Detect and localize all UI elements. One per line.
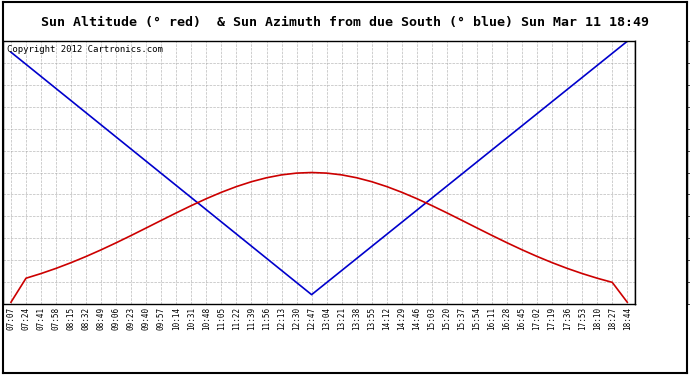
- Text: 09:23: 09:23: [127, 307, 136, 330]
- Text: 11:56: 11:56: [262, 307, 271, 330]
- Text: 11:05: 11:05: [217, 307, 226, 330]
- Text: 13:55: 13:55: [367, 307, 376, 330]
- Text: 11:22: 11:22: [232, 307, 241, 330]
- Text: 16:11: 16:11: [488, 307, 497, 330]
- Text: 09:06: 09:06: [112, 307, 121, 330]
- Text: 07:58: 07:58: [52, 307, 61, 330]
- Text: 13:04: 13:04: [322, 307, 331, 330]
- Text: Sun Altitude (° red)  & Sun Azimuth from due South (° blue) Sun Mar 11 18:49: Sun Altitude (° red) & Sun Azimuth from …: [41, 16, 649, 29]
- Text: 10:48: 10:48: [202, 307, 211, 330]
- Text: 17:53: 17:53: [578, 307, 586, 330]
- Text: 18:44: 18:44: [623, 307, 632, 330]
- Text: 14:46: 14:46: [413, 307, 422, 330]
- Text: 14:29: 14:29: [397, 307, 406, 330]
- Text: 17:36: 17:36: [562, 307, 571, 330]
- Text: 18:27: 18:27: [608, 307, 617, 330]
- Text: 08:32: 08:32: [81, 307, 90, 330]
- Text: 14:12: 14:12: [382, 307, 391, 330]
- Text: 10:31: 10:31: [187, 307, 196, 330]
- Text: Copyright 2012 Cartronics.com: Copyright 2012 Cartronics.com: [7, 45, 162, 54]
- Text: 13:38: 13:38: [352, 307, 361, 330]
- Text: 16:45: 16:45: [518, 307, 526, 330]
- Text: 12:47: 12:47: [307, 307, 316, 330]
- Text: 17:19: 17:19: [548, 307, 557, 330]
- Text: 11:39: 11:39: [247, 307, 256, 330]
- Text: 12:13: 12:13: [277, 307, 286, 330]
- Text: 08:15: 08:15: [67, 307, 76, 330]
- Text: 07:07: 07:07: [6, 307, 15, 330]
- Text: 13:21: 13:21: [337, 307, 346, 330]
- Text: 08:49: 08:49: [97, 307, 106, 330]
- Text: 09:57: 09:57: [157, 307, 166, 330]
- Text: 15:37: 15:37: [457, 307, 466, 330]
- Text: 17:02: 17:02: [533, 307, 542, 330]
- Text: 15:54: 15:54: [473, 307, 482, 330]
- Text: 15:03: 15:03: [427, 307, 436, 330]
- Text: 07:24: 07:24: [21, 307, 30, 330]
- Text: 07:41: 07:41: [37, 307, 46, 330]
- Text: 15:20: 15:20: [442, 307, 451, 330]
- Text: 16:28: 16:28: [502, 307, 511, 330]
- Text: 10:14: 10:14: [172, 307, 181, 330]
- Text: 09:40: 09:40: [141, 307, 150, 330]
- Text: 12:30: 12:30: [292, 307, 301, 330]
- Text: 18:10: 18:10: [593, 307, 602, 330]
